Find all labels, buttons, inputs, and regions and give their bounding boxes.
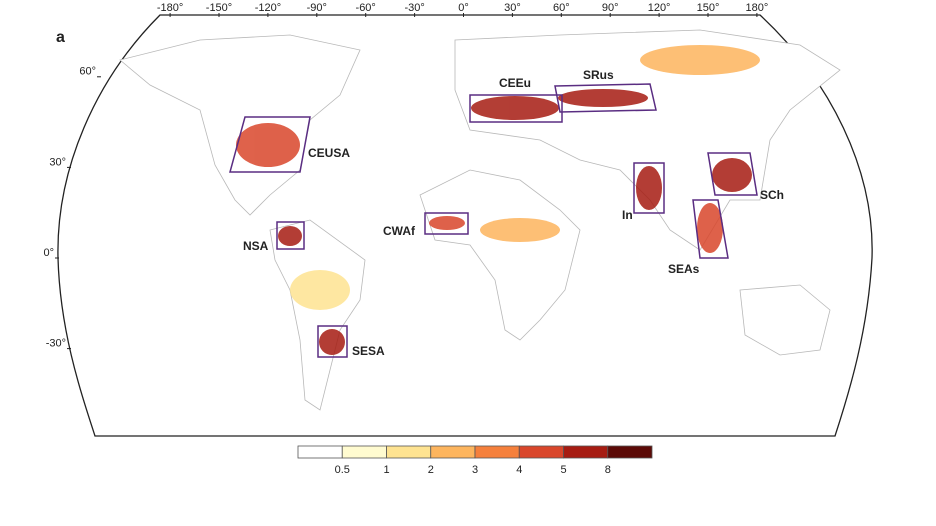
longitude-label: 180° xyxy=(746,2,769,14)
panel-label: a xyxy=(56,29,65,46)
region-label: CWAf xyxy=(383,224,416,238)
region-label: CEEu xyxy=(499,76,531,90)
region-label: CEUSA xyxy=(308,146,350,160)
longitude-label: 60° xyxy=(553,2,570,14)
longitude-label: -120° xyxy=(255,2,281,14)
colorbar-tick-label: 5 xyxy=(560,464,566,476)
longitude-label: 90° xyxy=(602,2,619,14)
colorbar-swatch xyxy=(341,445,387,459)
heat-patches xyxy=(236,45,760,355)
colorbar-swatch xyxy=(297,445,343,459)
colorbar-swatch xyxy=(518,445,564,459)
longitude-label: 0° xyxy=(458,2,469,14)
colorbar-swatch xyxy=(430,445,476,459)
colorbar-swatch xyxy=(474,445,520,459)
longitude-label: 30° xyxy=(504,2,521,14)
colorbar-swatch xyxy=(607,445,653,459)
region-label: SESA xyxy=(352,344,385,358)
colorbar-swatch xyxy=(563,445,609,459)
region-label: In xyxy=(622,208,633,222)
region-boxes xyxy=(229,83,758,358)
latitude-label: -30° xyxy=(46,338,66,350)
region-label: SEAs xyxy=(668,262,700,276)
longitude-label: -180° xyxy=(157,2,183,14)
colorbar-tick-label: 8 xyxy=(605,464,611,476)
colorbar-tick-label: 1 xyxy=(383,464,389,476)
region-label: SCh xyxy=(760,188,784,202)
longitude-label: -30° xyxy=(404,2,424,14)
latitude-label: 30° xyxy=(49,156,66,168)
latitude-label: 0° xyxy=(43,247,54,259)
longitude-label: 120° xyxy=(648,2,671,14)
colorbar-tick-label: 0.5 xyxy=(335,464,350,476)
longitude-label: -90° xyxy=(307,2,327,14)
latitude-label: 60° xyxy=(79,66,96,78)
region-label: NSA xyxy=(243,239,269,253)
colorbar-tick-label: 3 xyxy=(472,464,478,476)
region-label: SRus xyxy=(583,68,614,82)
colorbar-tick-label: 4 xyxy=(516,464,522,476)
colorbar-swatch xyxy=(386,445,432,459)
longitude-label: 150° xyxy=(697,2,720,14)
longitude-label: -150° xyxy=(206,2,232,14)
colorbar-tick-label: 2 xyxy=(428,464,434,476)
longitude-label: -60° xyxy=(356,2,376,14)
